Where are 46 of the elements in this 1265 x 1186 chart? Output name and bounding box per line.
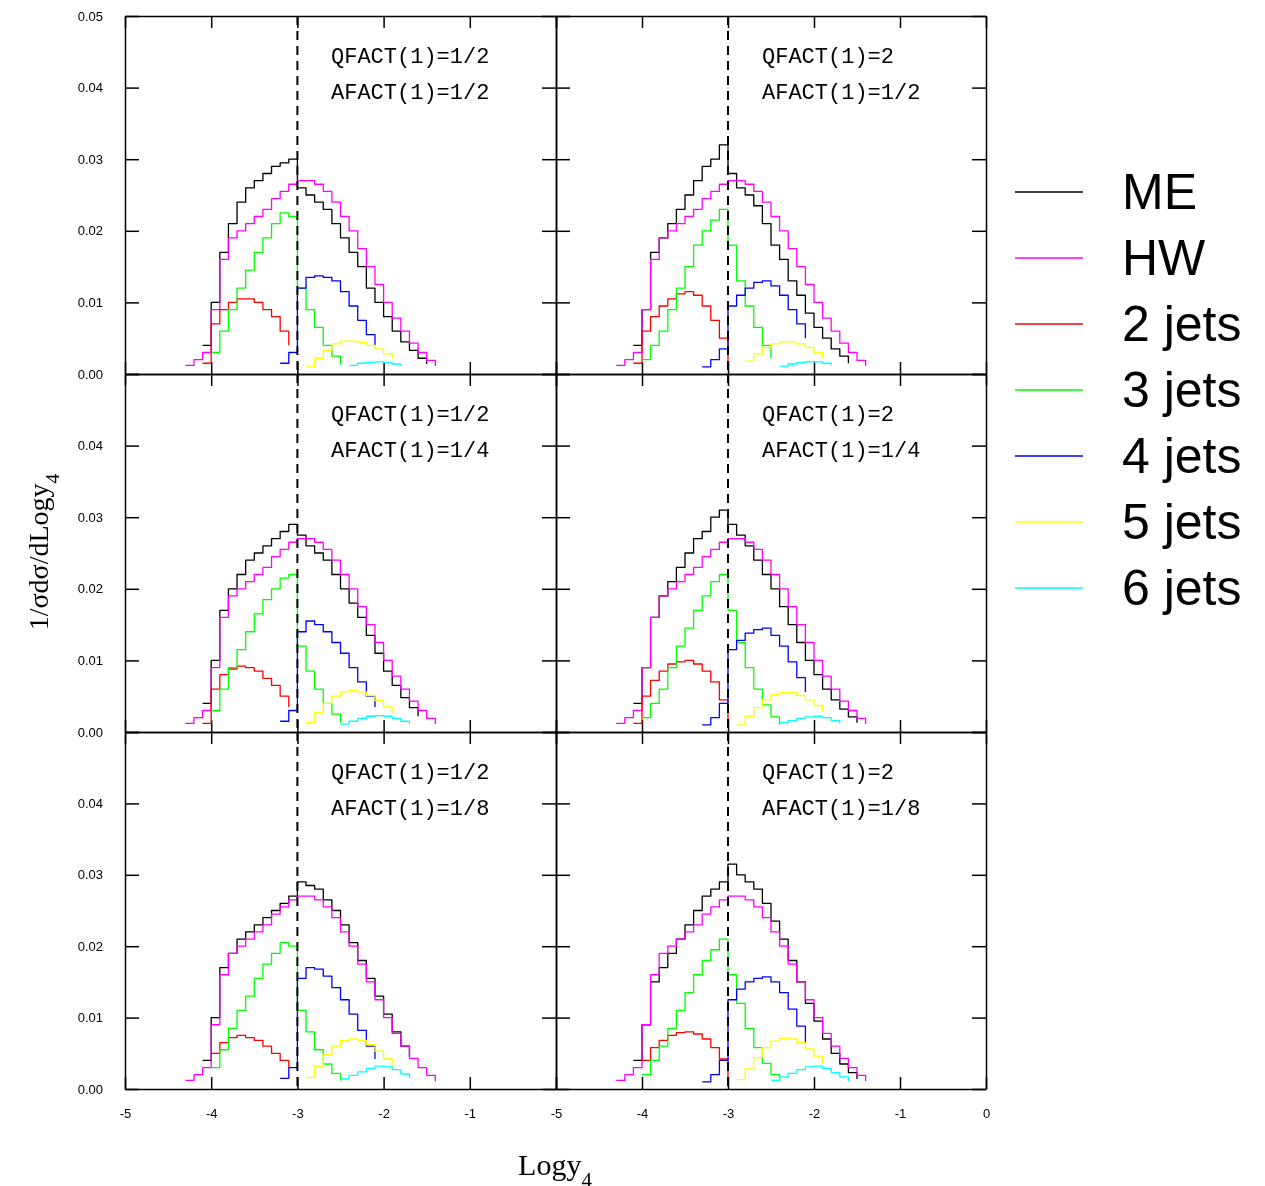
legend-label: 5 jets	[1122, 494, 1242, 550]
annotation: AFACT(1)=1/4	[762, 439, 921, 464]
x-tick-label: -5	[119, 1106, 132, 1122]
y-tick-label: 0.04	[77, 80, 103, 96]
x-tick-label: -4	[205, 1106, 218, 1122]
legend-label: HW	[1122, 230, 1207, 286]
y-tick-label: 0.02	[77, 223, 103, 239]
annotation: AFACT(1)=1/4	[331, 439, 490, 464]
y-tick-label: 0.02	[77, 581, 103, 597]
legend-label: 4 jets	[1122, 428, 1242, 484]
x-tick-label: -3	[292, 1106, 304, 1122]
annotation: AFACT(1)=1/2	[331, 81, 490, 106]
y-tick-label: 0.05	[77, 8, 103, 24]
x-tick-label: -2	[808, 1106, 821, 1122]
y-tick-label: 0.03	[77, 151, 103, 167]
annotation: QFACT(1)=2	[762, 45, 895, 70]
y-tick-label: 0.00	[77, 1081, 103, 1097]
y-tick-label: 0.02	[77, 938, 103, 954]
y-tick-label: 0.00	[77, 366, 103, 382]
y-tick-label: 0.04	[77, 796, 103, 812]
y-tick-label: 0.01	[77, 1010, 103, 1026]
legend-label: ME	[1122, 164, 1197, 220]
annotation: QFACT(1)=2	[762, 403, 895, 428]
x-tick-label: -5	[550, 1106, 563, 1122]
x-tick-label: 0	[982, 1106, 991, 1122]
legend-label: 6 jets	[1122, 560, 1242, 616]
annotation: AFACT(1)=1/2	[762, 81, 921, 106]
annotation: AFACT(1)=1/8	[331, 797, 490, 822]
x-tick-label: -3	[722, 1106, 735, 1122]
annotation: QFACT(1)=1/2	[331, 45, 490, 70]
y-tick-label: 0.03	[77, 867, 103, 883]
y-tick-label: 0.01	[77, 653, 103, 669]
y-tick-label: 0.04	[77, 438, 103, 454]
annotation: AFACT(1)=1/8	[762, 797, 921, 822]
annotation: QFACT(1)=1/2	[331, 761, 490, 786]
x-tick-label: -2	[378, 1106, 390, 1122]
y-tick-label: 0.03	[77, 509, 103, 525]
y-tick-label: 0.01	[77, 295, 103, 311]
annotation: QFACT(1)=1/2	[331, 403, 490, 428]
annotation: QFACT(1)=2	[762, 761, 895, 786]
x-tick-label: -1	[464, 1106, 477, 1122]
legend-label: 2 jets	[1122, 296, 1242, 352]
y-tick-label: 0.00	[77, 724, 103, 740]
x-tick-label: -4	[636, 1106, 649, 1122]
legend-label: 3 jets	[1122, 362, 1242, 418]
x-tick-label: -1	[894, 1106, 907, 1122]
